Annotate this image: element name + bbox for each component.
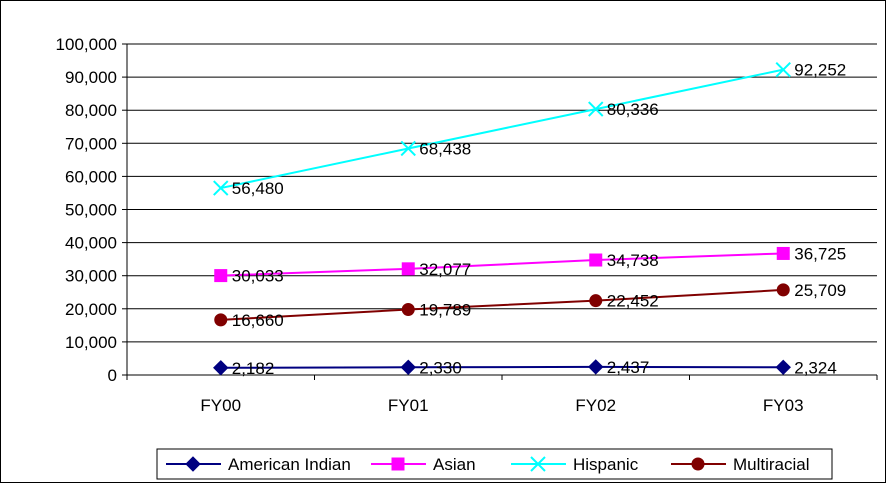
series-line — [220, 252, 784, 277]
y-tick-label: 50,000 — [65, 201, 117, 220]
data-point — [400, 359, 416, 375]
data-label: 2,330 — [419, 358, 462, 377]
y-tick-label: 0 — [108, 366, 117, 385]
y-tick-label: 10,000 — [65, 333, 117, 352]
y-tick-label: 90,000 — [65, 68, 117, 87]
data-point — [589, 294, 603, 308]
data-label: 2,182 — [232, 359, 275, 378]
legend-label: American Indian — [228, 455, 351, 474]
data-label: 2,324 — [794, 358, 837, 377]
data-point — [401, 302, 415, 316]
data-point — [589, 253, 603, 267]
x-tick-label: FY00 — [200, 396, 241, 415]
series-line — [220, 288, 784, 321]
data-label: 19,789 — [419, 300, 471, 319]
data-point — [213, 180, 229, 196]
y-tick-label: 70,000 — [65, 134, 117, 153]
y-tick-label: 40,000 — [65, 234, 117, 253]
data-point — [588, 101, 604, 117]
y-tick-label: 100,000 — [56, 35, 117, 54]
data-label: 30,033 — [232, 267, 284, 286]
y-tick-label: 30,000 — [65, 267, 117, 286]
legend-marker — [391, 457, 405, 471]
data-point — [213, 360, 229, 376]
data-label: 2,437 — [607, 358, 650, 377]
legend-label: Hispanic — [573, 455, 639, 474]
legend-label: Asian — [433, 455, 476, 474]
data-label: 32,077 — [419, 260, 471, 279]
data-point — [400, 140, 416, 157]
data-point — [776, 283, 790, 297]
data-point — [775, 359, 791, 376]
legend-marker — [691, 457, 705, 471]
data-label: 56,480 — [232, 179, 284, 198]
data-point — [214, 269, 228, 283]
data-label: 22,452 — [607, 292, 659, 311]
data-point — [214, 313, 228, 327]
x-tick-label: FY01 — [388, 396, 429, 415]
y-tick-label: 60,000 — [65, 167, 117, 186]
y-tick-label: 80,000 — [65, 101, 117, 120]
x-tick-label: FY02 — [575, 396, 616, 415]
data-point — [776, 246, 790, 260]
data-label: 34,738 — [607, 251, 659, 270]
legend-label: Multiracial — [733, 455, 810, 474]
x-tick-label: FY03 — [763, 396, 804, 415]
data-label: 80,336 — [607, 100, 659, 119]
series-line — [220, 68, 784, 190]
series-line — [220, 365, 784, 369]
data-label: 92,252 — [794, 61, 846, 80]
data-label: 16,660 — [232, 311, 284, 330]
data-point — [401, 262, 415, 276]
data-label: 36,725 — [794, 244, 846, 263]
data-label: 25,709 — [794, 281, 846, 300]
legend-marker — [185, 456, 201, 472]
legend-marker — [530, 456, 546, 472]
data-point — [775, 61, 791, 78]
y-tick-label: 20,000 — [65, 300, 117, 319]
data-label: 68,438 — [419, 139, 471, 158]
data-point — [588, 359, 604, 375]
